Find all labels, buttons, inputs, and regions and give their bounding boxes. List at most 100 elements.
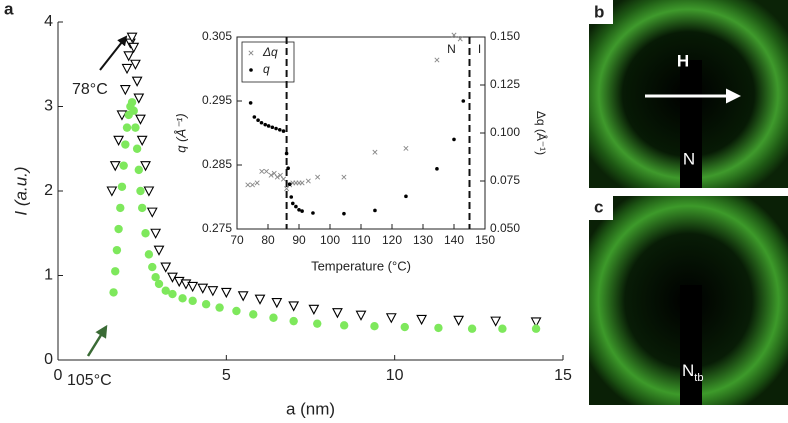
point (269, 313, 278, 322)
point (114, 224, 123, 234)
point (109, 161, 121, 172)
series-annotation: 78°C (72, 81, 108, 98)
point (126, 32, 138, 43)
point (121, 63, 133, 75)
point (112, 245, 122, 255)
point (254, 294, 266, 305)
x-tick-label: 5 (222, 367, 231, 384)
point (121, 140, 130, 149)
point (109, 288, 118, 297)
y-tick-label: 3 (44, 98, 53, 115)
image-label: H (677, 51, 689, 70)
label-box (589, 0, 613, 24)
point (132, 144, 142, 153)
point (197, 283, 209, 294)
point (372, 149, 378, 155)
point (339, 321, 349, 330)
point (467, 324, 477, 333)
point (288, 301, 300, 312)
point (332, 308, 343, 319)
point (342, 211, 346, 216)
x-tick-label: 110 (351, 233, 370, 247)
point (531, 324, 541, 333)
point (116, 110, 128, 121)
point (452, 137, 456, 142)
x-tick-label: 0 (54, 367, 63, 384)
x-tick-label: 150 (475, 233, 495, 247)
point (263, 168, 269, 174)
beam-stop (680, 60, 702, 188)
point (370, 322, 379, 331)
point (313, 319, 322, 328)
point (341, 174, 347, 180)
point (237, 291, 249, 302)
point (271, 170, 277, 176)
x-tick-label: 90 (292, 233, 306, 247)
panel-label: c (594, 197, 603, 216)
legend-label: q (263, 62, 270, 76)
point (274, 126, 278, 131)
point (294, 204, 298, 209)
point (248, 101, 253, 105)
point (308, 304, 320, 315)
phase-label: I (478, 42, 481, 56)
arrow (99, 35, 128, 71)
arrow (86, 324, 108, 357)
y-tick-label: 0.285 (202, 157, 232, 171)
point (117, 182, 127, 191)
point (111, 267, 120, 276)
point (404, 194, 408, 199)
point (457, 36, 463, 42)
point (498, 324, 507, 333)
point (245, 182, 251, 188)
point (144, 250, 154, 259)
y2-tick-label: 0.125 (490, 77, 520, 91)
image-b: b H N (589, 0, 788, 188)
point (289, 195, 294, 199)
point (137, 203, 147, 213)
point (151, 272, 160, 282)
point (128, 42, 140, 54)
point (168, 289, 177, 299)
point (286, 166, 290, 170)
chart: 70 80 90 100 110 120 130 140 150 0.275 0.285 0.295 0… (173, 29, 548, 273)
point (232, 306, 241, 316)
point (134, 165, 143, 175)
image-label-main: N (682, 361, 694, 380)
point (252, 115, 257, 119)
y-tick-label: 2 (44, 182, 53, 199)
point (287, 182, 292, 186)
point (131, 123, 140, 132)
point (268, 172, 274, 178)
point (263, 122, 268, 127)
y2-tick-label: 0.075 (490, 173, 520, 187)
image-label-sub: tb (694, 372, 703, 384)
point (291, 201, 295, 206)
point (284, 151, 289, 156)
point (113, 135, 125, 146)
point (259, 120, 264, 125)
image-c: c Ntb (589, 196, 788, 405)
point (315, 174, 321, 180)
point (207, 286, 219, 297)
point (256, 118, 260, 122)
point (127, 98, 137, 107)
point (136, 135, 148, 146)
y-axis-label: q (Å⁻¹) (173, 113, 188, 152)
point (270, 125, 275, 130)
x-tick-label: 70 (230, 233, 244, 247)
point (300, 209, 304, 213)
point (148, 262, 157, 272)
point (461, 99, 466, 103)
point (400, 322, 409, 332)
x-tick-label: 100 (320, 233, 340, 247)
point (119, 161, 128, 170)
point (284, 186, 290, 192)
series-annotation: 105°C (67, 372, 112, 389)
x-axis-label: a (nm) (286, 399, 335, 418)
label-box (589, 196, 613, 220)
image-label: N (683, 149, 695, 168)
point (435, 167, 439, 171)
point (373, 208, 377, 213)
